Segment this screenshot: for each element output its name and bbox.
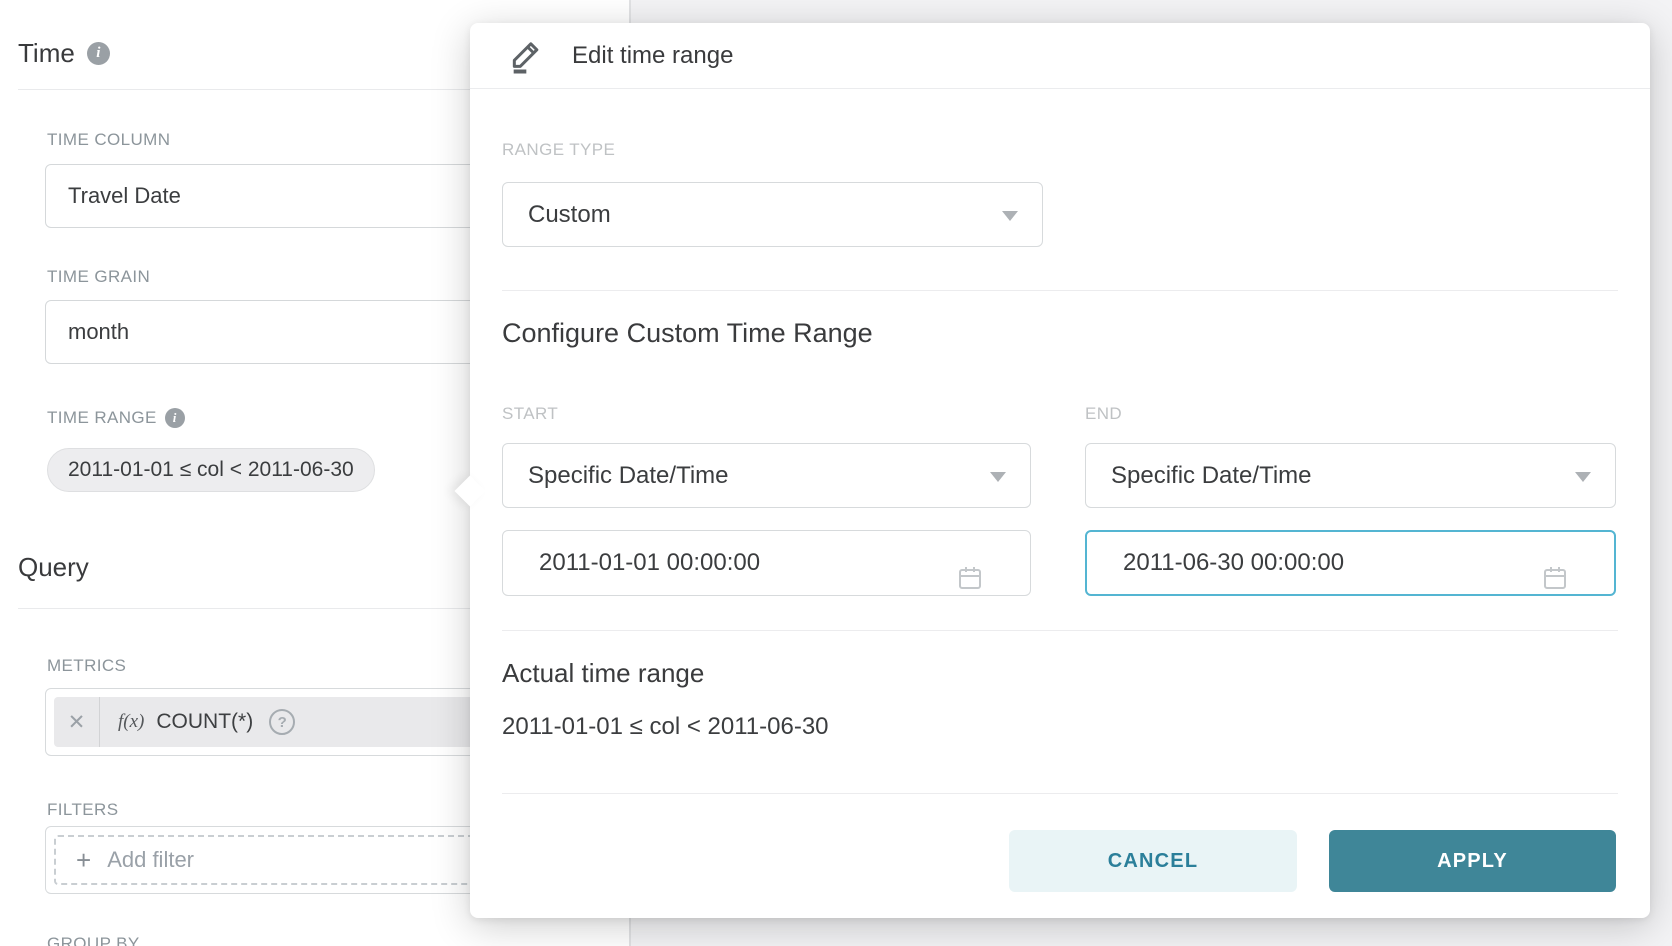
configure-heading: Configure Custom Time Range xyxy=(502,318,873,348)
divider xyxy=(502,290,1618,291)
group-by-label: GROUP BY xyxy=(47,934,140,946)
query-section-label: Query xyxy=(18,552,89,582)
actual-time-range-value: 2011-01-01 ≤ col < 2011-06-30 xyxy=(502,713,829,740)
chevron-down-icon xyxy=(1575,471,1591,482)
footer-divider xyxy=(502,793,1618,794)
start-date-input[interactable] xyxy=(502,530,1031,596)
info-icon[interactable]: i xyxy=(164,408,185,428)
time-range-pill[interactable]: 2011-01-01 ≤ col < 2011-06-30 xyxy=(47,448,375,492)
info-icon[interactable]: i xyxy=(86,42,110,65)
calendar-icon[interactable] xyxy=(955,563,985,593)
chevron-down-icon xyxy=(1002,210,1018,221)
time-range-label: TIME RANGE i xyxy=(47,408,185,428)
popover-footer: CANCEL APPLY xyxy=(470,830,1650,892)
filters-label: FILTERS xyxy=(47,800,119,819)
edit-time-range-popover: Edit time range RANGE TYPE Custom Config… xyxy=(454,23,1650,918)
time-column-label: TIME COLUMN xyxy=(47,130,171,149)
calendar-icon[interactable] xyxy=(1540,563,1570,593)
popover-header: Edit time range xyxy=(470,23,1650,89)
plus-icon: + xyxy=(76,845,92,875)
function-icon: f(x) xyxy=(118,711,145,732)
time-section-label: Time xyxy=(18,38,75,68)
end-date-input[interactable] xyxy=(1085,530,1616,596)
section-divider xyxy=(18,608,629,609)
range-type-select[interactable]: Custom xyxy=(502,182,1043,247)
add-filter-label: Add filter xyxy=(107,847,195,872)
help-icon[interactable]: ? xyxy=(269,709,296,735)
edit-pencil-icon xyxy=(512,41,539,73)
range-type-label: RANGE TYPE xyxy=(502,140,616,159)
end-mode-select[interactable]: Specific Date/Time xyxy=(1085,443,1616,508)
end-label: END xyxy=(1085,404,1123,423)
popover-title: Edit time range xyxy=(572,41,734,69)
time-grain-label: TIME GRAIN xyxy=(47,267,151,286)
metrics-label: METRICS xyxy=(47,656,127,675)
metric-name: COUNT(*) xyxy=(156,710,254,733)
apply-button[interactable]: APPLY xyxy=(1329,830,1616,892)
add-filter-button[interactable]: + Add filter xyxy=(54,835,596,885)
start-mode-select[interactable]: Specific Date/Time xyxy=(502,443,1031,508)
end-mode-value: Specific Date/Time xyxy=(1111,461,1312,489)
divider xyxy=(502,630,1618,631)
start-label: START xyxy=(502,404,559,423)
start-mode-value: Specific Date/Time xyxy=(528,461,729,489)
section-divider xyxy=(18,89,629,90)
query-section-title: Query xyxy=(18,552,89,583)
remove-metric-icon[interactable]: ✕ xyxy=(54,697,100,747)
time-range-value: 2011-01-01 ≤ col < 2011-06-30 xyxy=(68,458,354,481)
time-column-value: Travel Date xyxy=(68,183,181,208)
time-grain-value: month xyxy=(68,319,130,344)
cancel-button[interactable]: CANCEL xyxy=(1009,830,1297,892)
range-type-value: Custom xyxy=(528,200,611,228)
time-section-title: Time i xyxy=(18,38,110,69)
actual-time-range-heading: Actual time range xyxy=(502,658,705,688)
chevron-down-icon xyxy=(990,471,1006,482)
